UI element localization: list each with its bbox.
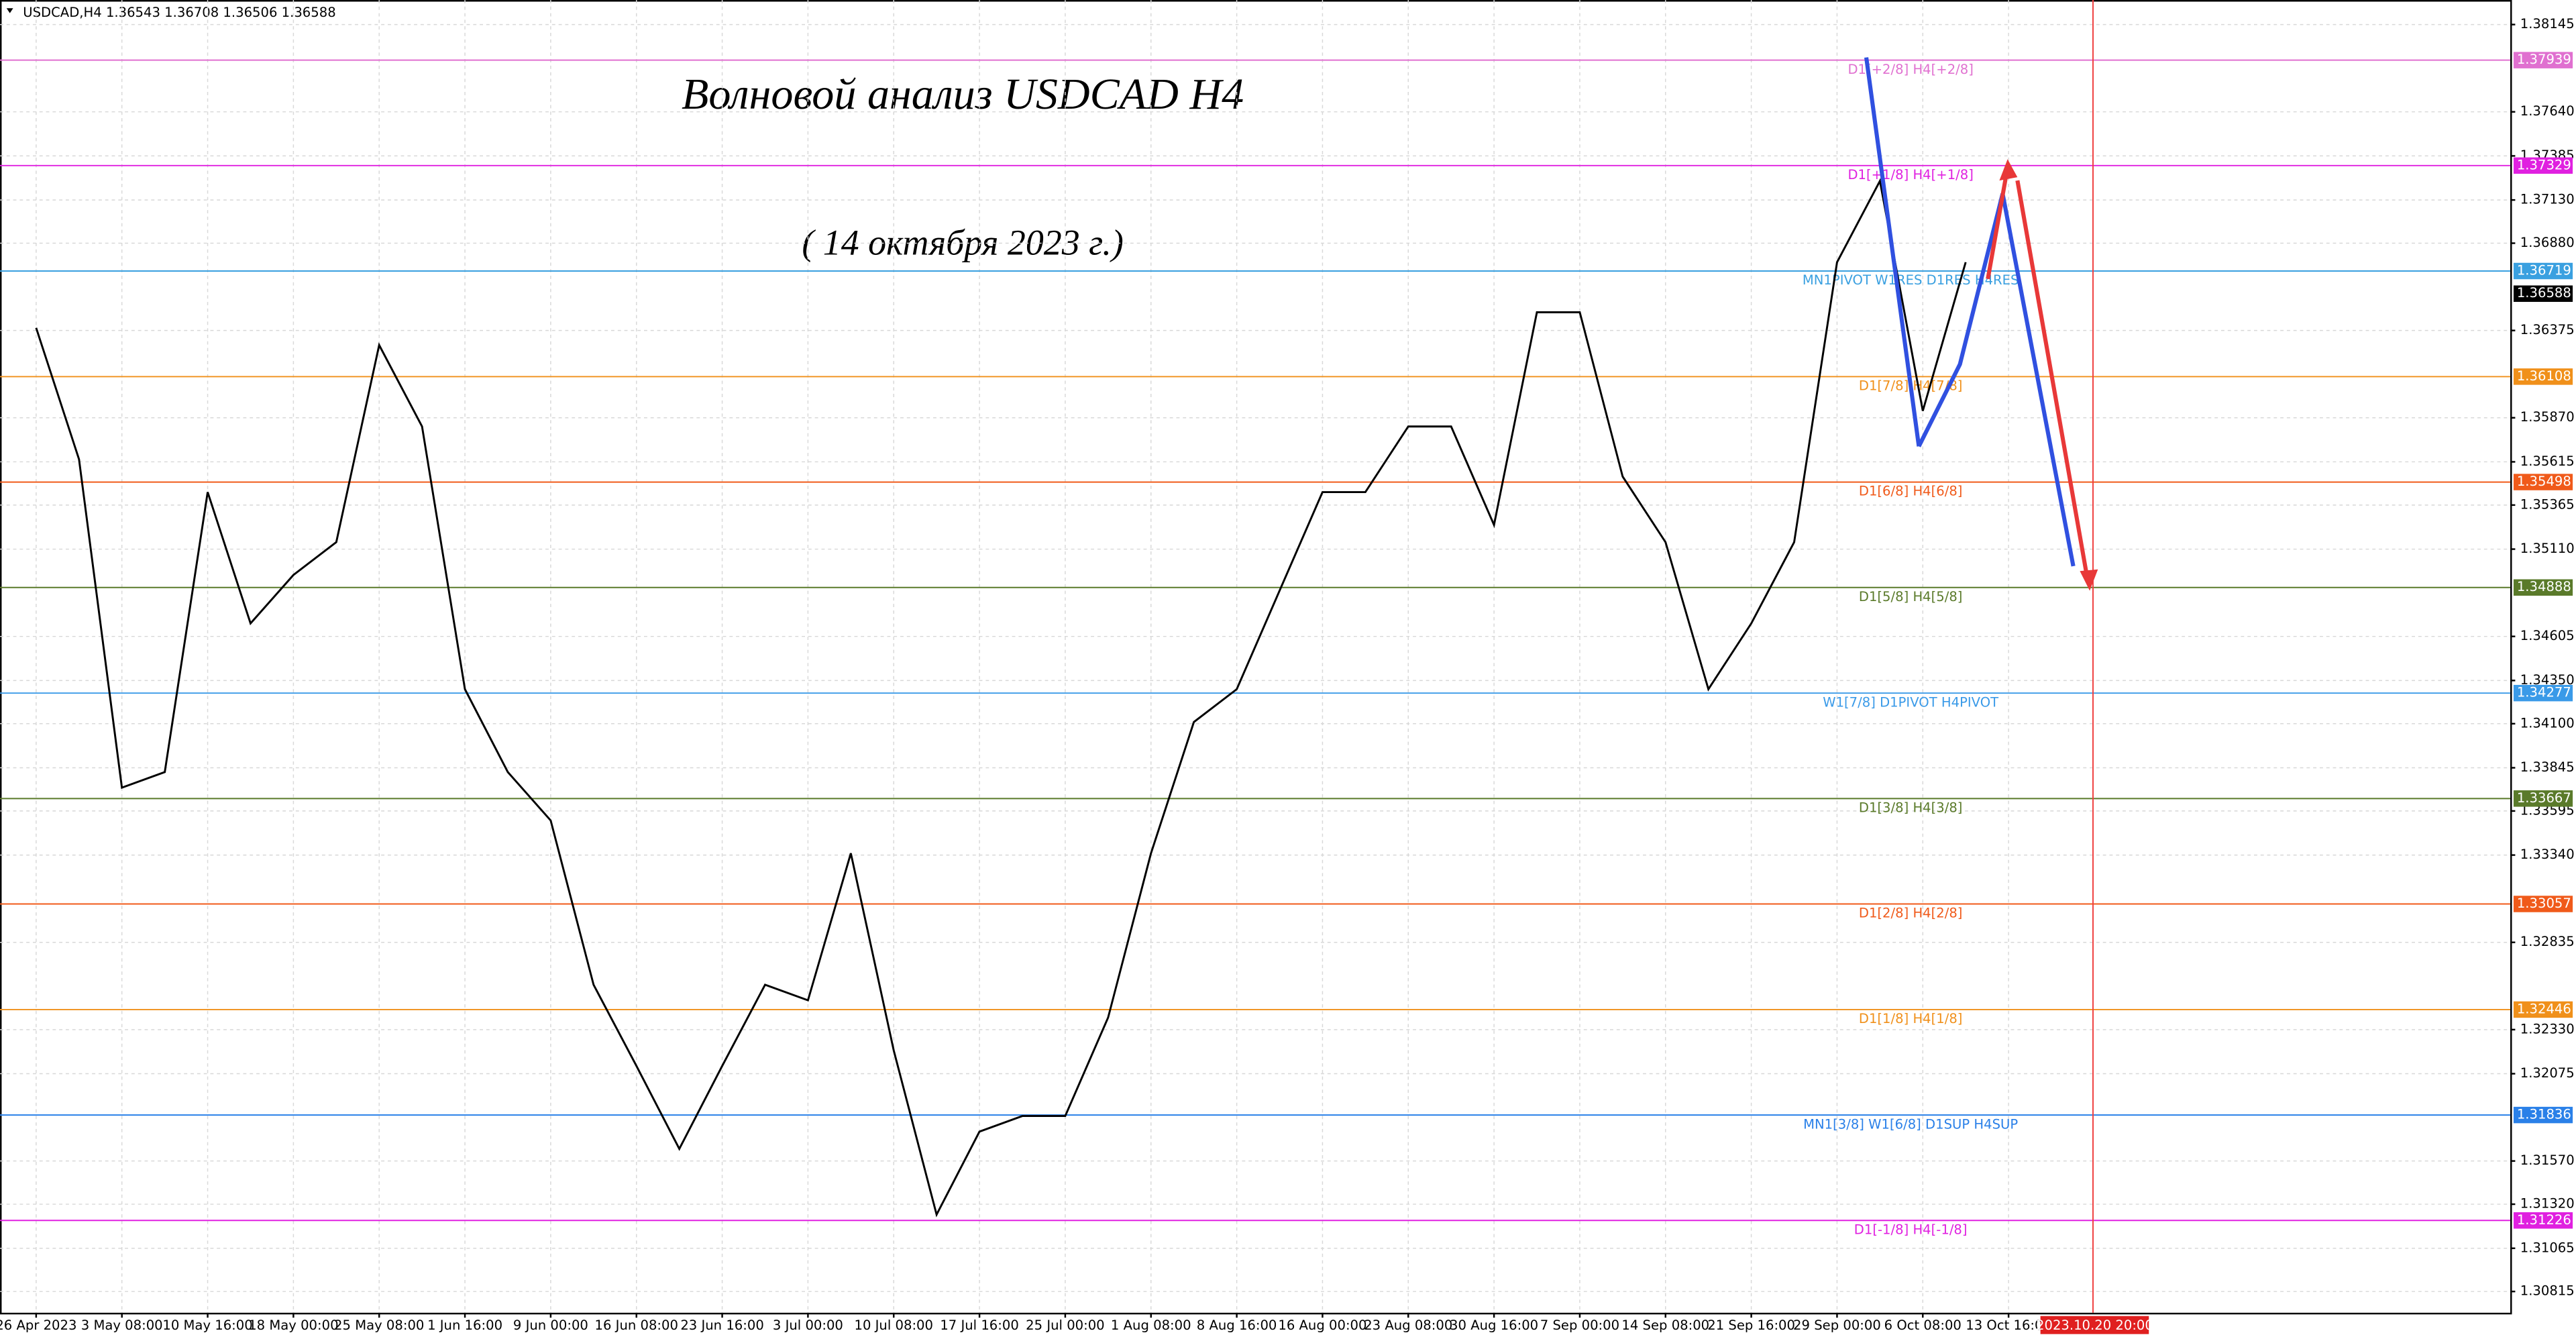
- y-tick-label: 1.37130: [2520, 192, 2575, 207]
- y-tick-label: 1.38145: [2520, 16, 2575, 32]
- price-box-label: 1.35498: [2517, 474, 2571, 489]
- y-tick-label: 1.30815: [2520, 1283, 2575, 1299]
- price-box-label: 1.33057: [2517, 896, 2571, 911]
- price-box: [2513, 262, 2573, 280]
- x-tick-label: 23 Aug 08:00: [1364, 1318, 1452, 1333]
- price-box: [2513, 157, 2573, 174]
- chart-title: Волновой анализ USDCAD H4: [682, 70, 1244, 119]
- time-marker-box: [2040, 1316, 2149, 1334]
- forecast-blue: [1864, 57, 2076, 567]
- plot-frame: [0, 0, 2512, 1315]
- y-tick-label: 1.34100: [2520, 715, 2575, 731]
- x-tick-label: 26 Apr 2023: [0, 1318, 76, 1333]
- level-label: W1[7/8] D1PIVOT H4PIVOT: [1823, 694, 1999, 710]
- y-tick-label: 1.36375: [2520, 322, 2575, 337]
- level-label: D1[5/8] H4[5/8]: [1859, 589, 1963, 604]
- x-tick-label: 25 May 08:00: [334, 1318, 424, 1333]
- price-box-label: 1.34888: [2517, 579, 2571, 594]
- price-box: [2513, 684, 2573, 702]
- price-box: [2513, 52, 2573, 68]
- x-tick-label: 30 Aug 16:00: [1450, 1318, 1538, 1333]
- x-tick-label: 21 Sep 16:00: [1707, 1318, 1795, 1333]
- level-label: MN1PIVOT W1RES D1RES H4RES: [1803, 272, 2019, 288]
- x-tick-label: 16 Aug 00:00: [1278, 1318, 1366, 1333]
- current-price-box: [2513, 285, 2573, 302]
- level-label: D1[3/8] H4[3/8]: [1859, 800, 1963, 816]
- y-tick-label: 1.36880: [2520, 235, 2575, 250]
- price-box: [2513, 790, 2573, 807]
- header-arrow: [6, 8, 13, 13]
- current-price-label: 1.36588: [2517, 285, 2571, 301]
- y-tick-label: 1.31065: [2520, 1240, 2575, 1255]
- level-label: D1[-1/8] H4[-1/8]: [1854, 1222, 1968, 1237]
- level-label: D1[+1/8] H4[+1/8]: [1847, 167, 1973, 182]
- price-box-label: 1.32446: [2517, 1001, 2571, 1016]
- x-tick-label: 9 Jun 00:00: [513, 1318, 588, 1333]
- y-tick-label: 1.32835: [2520, 934, 2575, 949]
- price-box: [2513, 1106, 2573, 1124]
- y-tick-label: 1.32075: [2520, 1065, 2575, 1081]
- price-box-label: 1.36108: [2517, 368, 2571, 384]
- x-tick-label: 10 Jul 08:00: [855, 1318, 933, 1333]
- header: USDCAD,H4 1.36543 1.36708 1.36506 1.3658…: [23, 5, 335, 20]
- x-tick-label: 3 Jul 00:00: [773, 1318, 843, 1333]
- y-tick-label: 1.33845: [2520, 759, 2575, 775]
- level-label: D1[+2/8] H4[+2/8]: [1847, 62, 1973, 77]
- level-label: D1[2/8] H4[2/8]: [1859, 906, 1963, 921]
- x-tick-label: 10 May 16:00: [162, 1318, 252, 1333]
- y-tick-label: 1.31320: [2520, 1196, 2575, 1212]
- level-label: D1[1/8] H4[1/8]: [1859, 1011, 1963, 1026]
- x-tick-label: 25 Jul 00:00: [1026, 1318, 1104, 1333]
- price-box-label: 1.31226: [2517, 1212, 2571, 1228]
- x-tick-label: 14 Sep 08:00: [1621, 1318, 1709, 1333]
- y-tick-label: 1.34350: [2520, 672, 2575, 688]
- price-box: [2513, 474, 2573, 490]
- x-tick-label: 23 Jun 16:00: [680, 1318, 763, 1333]
- y-tick-label: 1.32330: [2520, 1021, 2575, 1036]
- price-box-label: 1.33667: [2517, 790, 2571, 806]
- x-tick-label: 1 Jun 16:00: [427, 1318, 502, 1333]
- forecast-red: [1986, 166, 2090, 583]
- level-label: MN1[3/8] W1[6/8] D1SUP H4SUP: [1803, 1116, 2018, 1132]
- x-tick-label: 7 Sep 00:00: [1540, 1318, 1619, 1333]
- x-tick-label: 8 Aug 16:00: [1197, 1318, 1277, 1333]
- time-marker-label: 2023.10.20 20:00: [2036, 1318, 2153, 1333]
- x-tick-label: 6 Oct 08:00: [1884, 1318, 1962, 1333]
- chart-subtitle: ( 14 октября 2023 г.): [802, 222, 1123, 262]
- price-box: [2513, 1001, 2573, 1018]
- x-tick-label: 13 Oct 16:00: [1966, 1318, 2051, 1333]
- y-tick-label: 1.34605: [2520, 628, 2575, 643]
- x-tick-label: 1 Aug 08:00: [1111, 1318, 1191, 1333]
- x-tick-label: 29 Sep 00:00: [1793, 1318, 1881, 1333]
- price-box-label: 1.36719: [2517, 263, 2571, 278]
- price-box-label: 1.37329: [2517, 157, 2571, 172]
- y-tick-label: 1.37640: [2520, 103, 2575, 119]
- price-box-label: 1.37939: [2517, 52, 2571, 67]
- y-tick-label: 1.35615: [2520, 453, 2575, 469]
- y-tick-label: 1.35870: [2520, 409, 2575, 425]
- price-box: [2513, 368, 2573, 385]
- x-tick-label: 16 Jun 08:00: [595, 1318, 678, 1333]
- y-tick-label: 1.35365: [2520, 496, 2575, 512]
- price-box-label: 1.34277: [2517, 685, 2571, 700]
- x-tick-label: 17 Jul 16:00: [940, 1318, 1018, 1333]
- y-tick-label: 1.33340: [2520, 847, 2575, 862]
- price-box: [2513, 579, 2573, 596]
- price-box-label: 1.31836: [2517, 1107, 2571, 1122]
- x-tick-label: 3 May 08:00: [81, 1318, 163, 1333]
- price-line: [35, 178, 1967, 1218]
- x-tick-label: 18 May 00:00: [248, 1318, 338, 1333]
- price-box: [2513, 1212, 2573, 1229]
- level-label: D1[6/8] H4[6/8]: [1859, 484, 1963, 499]
- price-box: [2513, 896, 2573, 912]
- y-tick-label: 1.35110: [2520, 541, 2575, 556]
- y-tick-label: 1.31570: [2520, 1153, 2575, 1168]
